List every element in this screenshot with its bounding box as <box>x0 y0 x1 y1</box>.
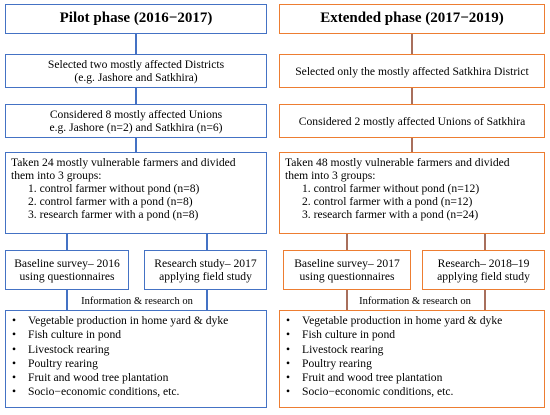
pilot-group-3: 3. research farmer with a pond (n=8) <box>28 208 199 221</box>
extended-group-3: 3. research farmer with a pond (n=24) <box>302 208 479 221</box>
extended-research-line-1: Research– 2018–19 <box>437 257 530 270</box>
extended-info-label: Information & research on <box>359 296 471 307</box>
pilot-connector-1 <box>135 34 137 54</box>
pilot-unions-box: Considered 8 mostly affected Unions e.g.… <box>5 104 267 138</box>
pilot-districts-box: Selected two mostly affected Districts (… <box>5 54 267 88</box>
pilot-topic-item: Socio−economic conditions, etc. <box>11 385 266 400</box>
extended-group-1: 1. control farmer without pond (n=12) <box>302 182 480 195</box>
extended-connector-5b <box>484 290 486 310</box>
extended-district-box: Selected only the mostly affected Satkhi… <box>279 54 545 88</box>
extended-topic-item: Fish culture in pond <box>285 328 544 343</box>
pilot-baseline-line-2: using questionnaires <box>19 270 115 283</box>
pilot-farmers-intro-2: them into 3 groups: <box>11 169 102 182</box>
pilot-info-label: Information & research on <box>81 296 193 307</box>
extended-farmers-intro-2: them into 3 groups: <box>285 169 376 182</box>
pilot-research-box: Research study– 2017 applying field stud… <box>144 250 267 290</box>
extended-research-line-2: applying field study <box>437 270 530 283</box>
extended-unions-box: Considered 2 mostly affected Unions of S… <box>279 104 545 138</box>
pilot-topic-item: Vegetable production in home yard & dyke <box>11 314 266 329</box>
extended-title: Extended phase (2017−2019) <box>320 10 504 26</box>
pilot-connector-3 <box>135 138 137 152</box>
extended-connector-5a <box>346 290 348 310</box>
pilot-connector-2 <box>135 88 137 104</box>
pilot-topics-list: Vegetable production in home yard & dyke… <box>6 311 266 400</box>
pilot-topic-item: Fruit and wood tree plantation <box>11 371 266 386</box>
extended-connector-3 <box>411 138 413 152</box>
pilot-baseline-line-1: Baseline survey– 2016 <box>14 257 120 270</box>
extended-connector-1 <box>411 34 413 54</box>
pilot-connector-5a <box>66 290 68 310</box>
extended-topics-list: Vegetable production in home yard & dyke… <box>280 311 544 400</box>
extended-baseline-box: Baseline survey– 2017 using questionnair… <box>283 250 411 290</box>
pilot-unions-line-2: e.g. Jashore (n=2) and Satkhira (n=6) <box>49 121 223 134</box>
extended-topic-item: Socio−economic conditions, etc. <box>285 385 544 400</box>
extended-farmers-box: Taken 48 mostly vulnerable farmers and d… <box>279 152 545 234</box>
pilot-group-2: 2. control farmer with a pond (n=8) <box>28 195 193 208</box>
pilot-connector-5b <box>206 290 208 310</box>
extended-connector-2 <box>411 88 413 104</box>
extended-baseline-line-2: using questionnaires <box>299 270 395 283</box>
pilot-group-1: 1. control farmer without pond (n=8) <box>28 182 200 195</box>
extended-farmers-intro-1: Taken 48 mostly vulnerable farmers and d… <box>285 156 510 169</box>
extended-topic-item: Livestock rearing <box>285 343 544 358</box>
pilot-title-box: Pilot phase (2016−2017) <box>5 4 267 34</box>
extended-title-box: Extended phase (2017−2019) <box>279 4 545 34</box>
pilot-farmers-intro-1: Taken 24 mostly vulnerable farmers and d… <box>11 156 236 169</box>
extended-group-2: 2. control farmer with a pond (n=12) <box>302 195 473 208</box>
pilot-districts-line-1: Selected two mostly affected Districts <box>47 58 225 71</box>
pilot-connector-4a <box>66 234 68 250</box>
pilot-topic-item: Poultry rearing <box>11 357 266 372</box>
pilot-districts-line-2: (e.g. Jashore and Satkhira) <box>74 71 198 84</box>
extended-topic-item: Fruit and wood tree plantation <box>285 371 544 386</box>
pilot-research-line-1: Research study– 2017 <box>154 257 257 270</box>
pilot-unions-line-1: Considered 8 mostly affected Unions <box>49 108 223 121</box>
pilot-topic-item: Fish culture in pond <box>11 328 266 343</box>
extended-topic-item: Poultry rearing <box>285 357 544 372</box>
extended-district-line-1: Selected only the mostly affected Satkhi… <box>295 64 529 78</box>
extended-topics-box: Vegetable production in home yard & dyke… <box>279 310 545 408</box>
extended-unions-line-1: Considered 2 mostly affected Unions of S… <box>298 114 526 128</box>
extended-baseline-line-1: Baseline survey– 2017 <box>294 257 400 270</box>
extended-connector-4a <box>346 234 348 250</box>
pilot-farmers-box: Taken 24 mostly vulnerable farmers and d… <box>5 152 267 234</box>
pilot-title: Pilot phase (2016−2017) <box>59 10 213 26</box>
pilot-topics-box: Vegetable production in home yard & dyke… <box>5 310 267 408</box>
pilot-topic-item: Livestock rearing <box>11 343 266 358</box>
extended-connector-4b <box>484 234 486 250</box>
extended-topic-item: Vegetable production in home yard & dyke <box>285 314 544 329</box>
extended-research-box: Research– 2018–19 applying field study <box>422 250 545 290</box>
pilot-connector-4b <box>206 234 208 250</box>
pilot-baseline-box: Baseline survey– 2016 using questionnair… <box>5 250 129 290</box>
pilot-research-line-2: applying field study <box>159 270 252 283</box>
